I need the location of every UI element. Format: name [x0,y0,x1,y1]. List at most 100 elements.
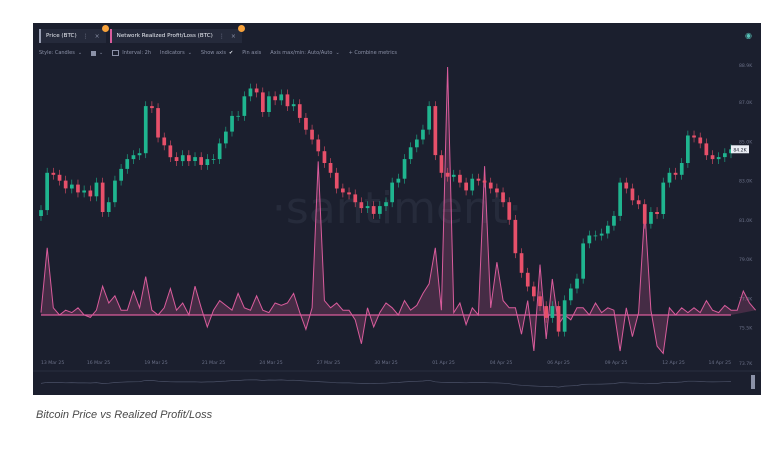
price-candle [606,225,610,234]
price-candle [599,233,604,236]
y-tick-label: 77.0K [739,296,753,302]
price-candle [76,184,80,193]
settings-badge-icon[interactable] [237,25,245,32]
price-candle [113,180,117,203]
price-candle [421,129,425,140]
price-candle [544,306,548,318]
price-candle [273,96,277,101]
price-candle [569,288,573,301]
drag-handle-icon[interactable]: ⋮ [218,32,225,40]
chart-toolbar: Style: Candles ⌄ ⌄ Interval: 2h Indicato… [39,50,397,56]
price-candle [556,306,561,332]
chevron-down-icon: ⌄ [77,50,83,56]
price-candle [575,278,579,289]
price-candle [285,94,290,107]
pin-axis-toggle[interactable]: Pin axis [242,50,261,56]
price-candle [587,235,592,244]
price-candle [353,194,358,203]
x-tick-label: 12 Apr 25 [662,360,685,366]
price-candle [94,182,99,197]
drag-handle-icon[interactable]: ⋮ [82,32,89,40]
chevron-down-icon: ⌄ [335,50,340,56]
color-swatch-icon [91,50,97,56]
price-candle [217,143,222,160]
price-candle [100,182,105,212]
x-tick-label: 04 Apr 25 [490,360,513,366]
price-candle [193,157,197,161]
color-picker[interactable]: ⌄ [91,50,103,56]
close-icon[interactable]: × [94,32,100,40]
y-tick-label: 79.0K [739,257,753,263]
combine-metrics-button[interactable]: + Combine metrics [349,50,397,56]
price-candle [618,182,622,216]
current-price-label: 84.2K [733,147,747,153]
price-candle [513,219,518,254]
price-candle [347,192,351,195]
price-candle [402,159,407,179]
price-candle [667,172,672,183]
price-candle [396,178,401,183]
price-candle [119,168,123,181]
current-price-badge [731,145,749,154]
price-candle [451,174,456,177]
price-candle [655,212,659,214]
price-candle [439,155,444,173]
chart-settings-icon[interactable]: ◉ [745,31,752,40]
price-candle [334,172,339,189]
tab-price-btc[interactable]: Price (BTC) ⋮ × [39,25,109,43]
price-candle [359,202,364,209]
price-candle [581,243,585,279]
price-candle [297,104,302,118]
price-candle [162,137,167,146]
x-tick-label: 27 Mar 25 [317,360,340,366]
show-axis-label: Show axis [200,50,227,56]
price-candle [507,202,512,220]
interval-dropdown[interactable]: Interval: 2h [112,50,151,56]
price-candle [156,108,160,138]
price-candle [254,88,259,93]
price-candle [519,253,524,273]
price-candle [267,96,271,112]
price-candle [224,131,228,144]
y-tick-label: 73.7K [739,361,753,367]
tab-network-realized-pnl[interactable]: Network Realized Profit/Loss (BTC) ⋮ × [109,25,245,43]
price-candle [390,182,394,203]
price-candle [704,143,709,156]
santiment-watermark: ·santiment· [272,183,522,234]
y-tick-label: 85.0K [739,139,753,145]
style-dropdown[interactable]: Style: Candles ⌄ [39,50,82,56]
figure-caption: Bitcoin Price vs Realized Profit/Loss [36,409,213,421]
price-candle [495,188,499,193]
price-candle [51,172,56,175]
price-candle [57,174,62,181]
price-candle [174,157,179,161]
calendar-icon [112,50,120,56]
price-candle [686,135,690,163]
close-icon[interactable]: × [230,32,236,40]
price-candle [199,157,203,165]
show-axis-toggle[interactable]: Show axis ✔ [201,50,233,56]
price-candle [248,88,253,97]
price-candle [488,182,493,189]
chart-panel: ·santiment· 88.9K 87.0K 85.0K 83.0K 81.0K 79.0… [33,23,761,395]
price-candle [279,94,284,101]
price-candle [291,104,296,107]
price-candle [649,212,653,224]
price-candle [63,180,68,189]
x-tick-label: 16 Mar 25 [87,360,110,366]
axis-max-min-dropdown[interactable]: Axis max/min: Auto/Auto ⌄ [270,50,339,56]
y-tick-label: 75.5K [739,326,753,332]
price-candle [433,106,438,156]
price-candle [137,153,142,156]
y-tick-label: 81.0K [739,218,753,224]
style-label: Style: Candles [39,50,75,56]
indicators-dropdown[interactable]: Indicators ⌄ [160,50,192,56]
price-candle [710,155,715,160]
price-candle [242,96,247,116]
price-candle [661,182,666,214]
settings-badge-icon[interactable] [101,25,109,32]
price-candle [236,115,240,117]
x-tick-label: 01 Apr 25 [432,360,455,366]
price-candle [525,272,530,287]
price-candle [470,178,475,191]
